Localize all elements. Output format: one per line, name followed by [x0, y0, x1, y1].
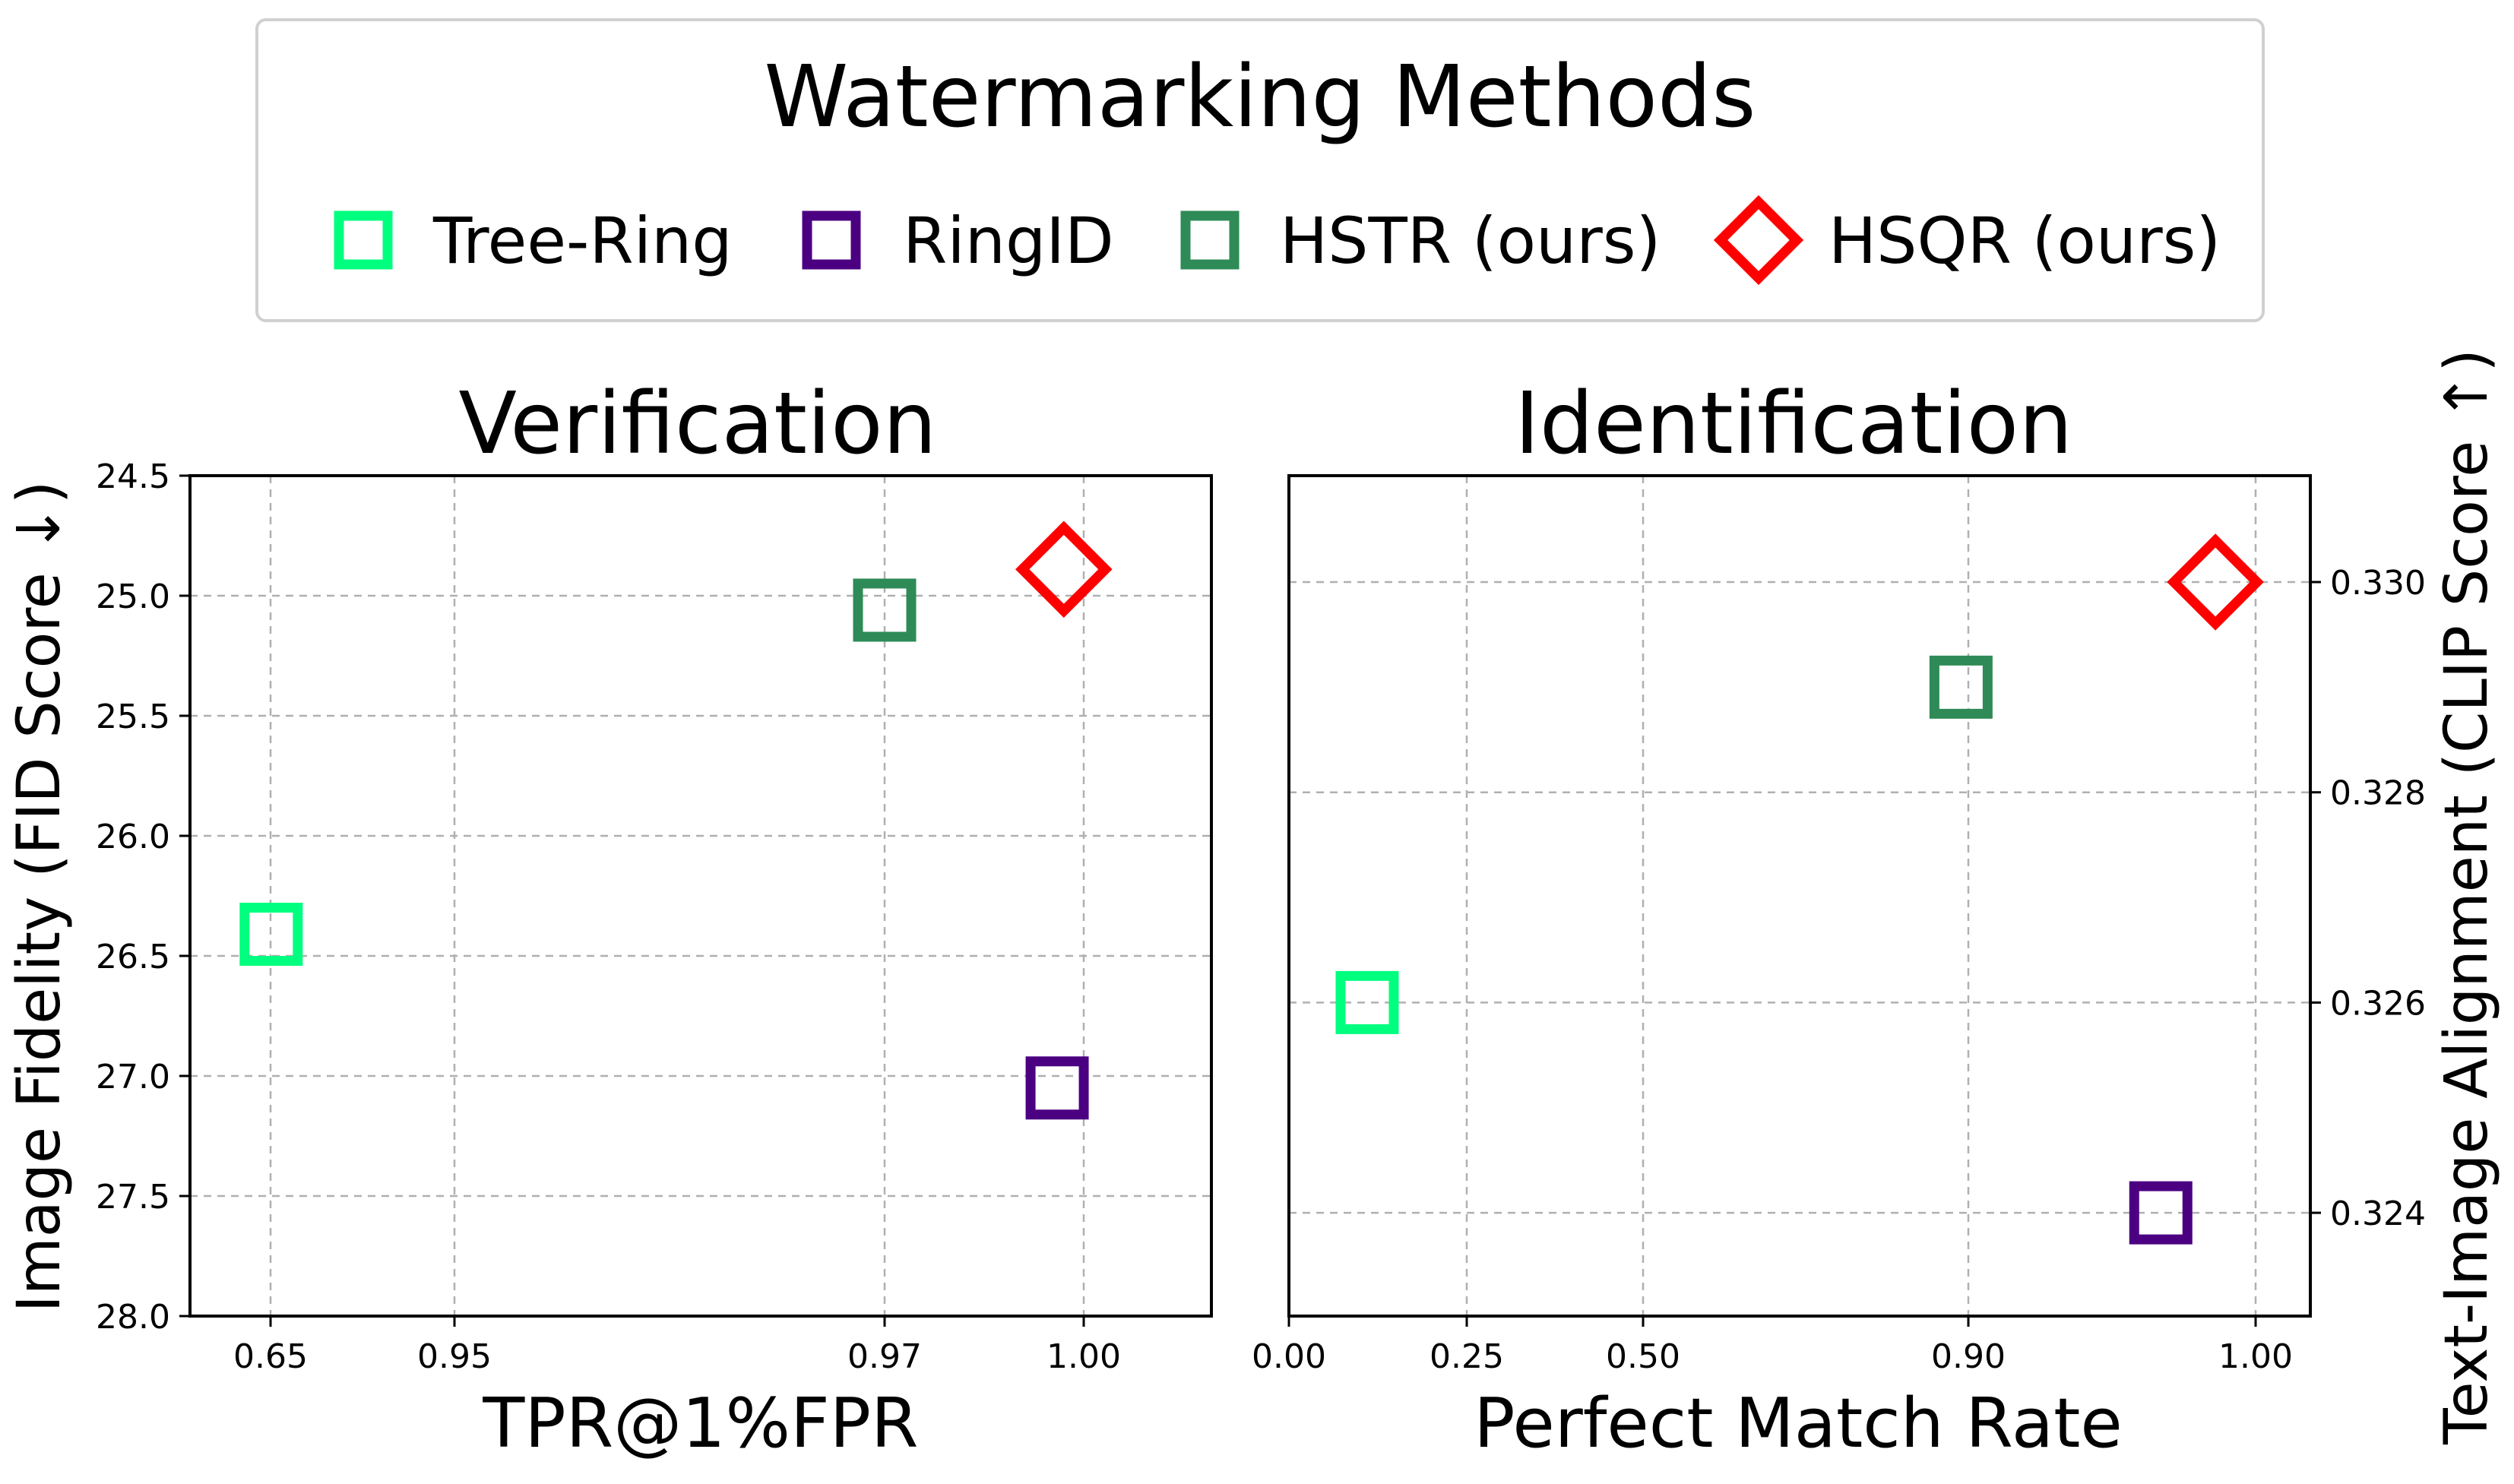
- verification-y-label: Image Fidelity (FID Score ↓): [5, 481, 74, 1313]
- identification-y-tick-label: 0.330: [2330, 564, 2426, 603]
- legend-item-hstr-ours: HSTR (ours): [1180, 204, 1661, 278]
- verification-point-ringid: [1025, 1056, 1089, 1120]
- identification-axes-frame: [1287, 474, 2312, 1318]
- verification-axes-frame: [188, 474, 1213, 1318]
- legend-label-hsqr-ours: HSQR (ours): [1829, 204, 2221, 278]
- verification-points: [239, 521, 1113, 1120]
- verification-x-label: TPR@1%FPR: [482, 1384, 918, 1463]
- identification-y-tick-label: 0.324: [2330, 1194, 2426, 1233]
- identification-x-tick-label: 0.00: [1252, 1337, 1326, 1376]
- verification-y-tick-label: 27.5: [96, 1178, 170, 1217]
- identification-point-hsqr-ours: [2167, 533, 2264, 631]
- legend: Watermarking Methods Tree-Ring RingID HSTR…: [255, 18, 2265, 322]
- verification-x-tick-label: 0.95: [417, 1337, 492, 1376]
- identification-x-tick-label: 0.25: [1430, 1337, 1504, 1376]
- verification-x-tick-label: 0.65: [233, 1337, 308, 1376]
- identification-y-label: Text-Image Alignment (CLIP Score ↑): [2433, 349, 2501, 1445]
- legend-item-ringid: RingID: [802, 204, 1114, 278]
- legend-label-hstr-ours: HSTR (ours): [1280, 204, 1661, 278]
- identification-x-tick-label: 1.00: [2218, 1337, 2293, 1376]
- identification-ticks: 0.00 0.25 0.50 0.90 1.00 0.324 0.326 0.328 0.330: [1252, 564, 2426, 1376]
- identification-y-tick-label: 0.326: [2330, 984, 2426, 1023]
- identification-title: Identification: [1515, 375, 2072, 473]
- identification-points: [1335, 533, 2264, 1245]
- identification-grid: [1289, 476, 2310, 1316]
- identification-y-tick-label: 0.328: [2330, 774, 2426, 813]
- verification-y-tick-label: 25.0: [96, 577, 170, 616]
- identification-x-tick-label: 0.90: [1931, 1337, 2006, 1376]
- verification-title: Verification: [458, 375, 936, 473]
- verification-y-tick-label: 26.5: [96, 938, 170, 976]
- verification-point-tree-ring: [239, 903, 303, 967]
- verification-grid: [190, 476, 1211, 1316]
- verification-plot: 0.65 0.95 0.97 1.00 24.5 25.0 25.5 26.0 26.5 27.0…: [96, 457, 1213, 1376]
- identification-point-tree-ring: [1335, 970, 1399, 1034]
- identification-x-label: Perfect Match Rate: [1474, 1384, 2122, 1463]
- verification-y-tick-label: 26.0: [96, 818, 170, 856]
- identification-point-hstr-ours: [1929, 655, 1993, 719]
- legend-frame: [255, 18, 2265, 322]
- legend-items: Tree-Ring RingID HSTR (ours) HSQR (ours): [334, 195, 2221, 286]
- verification-y-tick-label: 28.0: [96, 1298, 170, 1337]
- legend-marker-tree-ring: [334, 210, 393, 270]
- legend-title: Watermarking Methods: [765, 48, 1756, 147]
- verification-y-tick-label: 27.0: [96, 1058, 170, 1096]
- verification-y-tick-label: 25.5: [96, 698, 170, 736]
- verification-y-tick-label: 24.5: [96, 457, 170, 496]
- verification-point-hsqr-ours: [1015, 521, 1113, 619]
- identification-plot: 0.00 0.25 0.50 0.90 1.00 0.324 0.326 0.328 0.330: [1252, 474, 2426, 1376]
- legend-label-tree-ring: Tree-Ring: [432, 204, 733, 278]
- verification-point-hstr-ours: [853, 578, 917, 642]
- identification-x-tick-label: 0.50: [1606, 1337, 1680, 1376]
- verification-ticks: 0.65 0.95 0.97 1.00 24.5 25.0 25.5 26.0 26.5 27.0…: [96, 457, 1121, 1376]
- verification-x-tick-label: 1.00: [1046, 1337, 1121, 1376]
- identification-point-ringid: [2129, 1181, 2193, 1245]
- legend-marker-hsqr-ours: [1713, 195, 1804, 286]
- verification-x-tick-label: 0.97: [847, 1337, 922, 1376]
- legend-item-hsqr-ours: HSQR (ours): [1713, 195, 2221, 286]
- legend-label-ringid: RingID: [903, 204, 1114, 278]
- legend-item-tree-ring: Tree-Ring: [334, 204, 733, 278]
- legend-marker-hstr-ours: [1180, 210, 1240, 270]
- legend-marker-ringid: [802, 210, 861, 270]
